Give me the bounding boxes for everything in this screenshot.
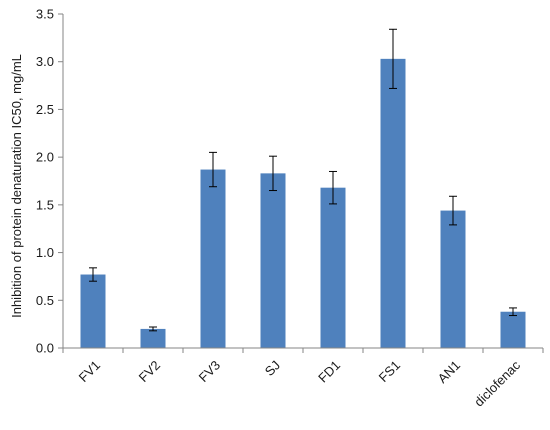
bar-diclofenac xyxy=(500,311,526,348)
error-bar-diclofenac xyxy=(509,307,517,317)
error-bar-fv1 xyxy=(89,267,97,282)
error-bars xyxy=(89,28,517,332)
y-tick-label: 2.0 xyxy=(36,150,54,165)
y-tick-label: 1.5 xyxy=(36,197,54,212)
bars xyxy=(80,58,526,348)
bar-fv1 xyxy=(80,274,106,348)
category-label-fd1: FD1 xyxy=(315,358,343,386)
category-label-diclofenac: diclofenac xyxy=(471,357,523,409)
bar-fv2 xyxy=(140,328,166,348)
error-bar-fv3 xyxy=(209,151,217,188)
category-label-fv3: FV3 xyxy=(196,358,223,385)
category-label-fv1: FV1 xyxy=(76,358,103,385)
y-tick-labels: 0.0 0.5 1.0 1.5 2.0 2.5 3.0 3.5 xyxy=(36,7,63,356)
y-tick-label: 0.0 xyxy=(36,341,54,356)
y-axis-title-group: Inhibition of protein denaturation IC50,… xyxy=(9,54,24,318)
category-labels: FV1 FV2 FV3 SJ FD1 FS1 AN1 diclofenac xyxy=(76,357,524,409)
axes xyxy=(62,14,544,353)
bar-sj xyxy=(260,173,286,348)
category-label-fv2: FV2 xyxy=(136,358,163,385)
category-label-fs1: FS1 xyxy=(376,358,403,385)
bar-fv3 xyxy=(200,169,226,348)
y-tick-label: 3.0 xyxy=(36,54,54,69)
bar-an1 xyxy=(440,210,466,348)
error-bar-fd1 xyxy=(329,170,337,205)
y-tick-label: 3.5 xyxy=(36,7,54,22)
y-axis-title: Inhibition of protein denaturation IC50,… xyxy=(9,54,24,318)
bar-fs1 xyxy=(380,58,406,348)
y-tick-label: 2.5 xyxy=(36,102,54,117)
category-label-sj: SJ xyxy=(262,358,283,379)
error-bar-sj xyxy=(269,155,277,192)
category-label-an1: AN1 xyxy=(435,358,463,386)
y-tick-label: 0.5 xyxy=(36,293,54,308)
y-tick-label: 1.0 xyxy=(36,245,54,260)
bar-fd1 xyxy=(320,187,346,348)
error-bar-fs1 xyxy=(389,28,397,89)
error-bar-fv2 xyxy=(149,326,157,332)
error-bar-an1 xyxy=(449,195,457,226)
